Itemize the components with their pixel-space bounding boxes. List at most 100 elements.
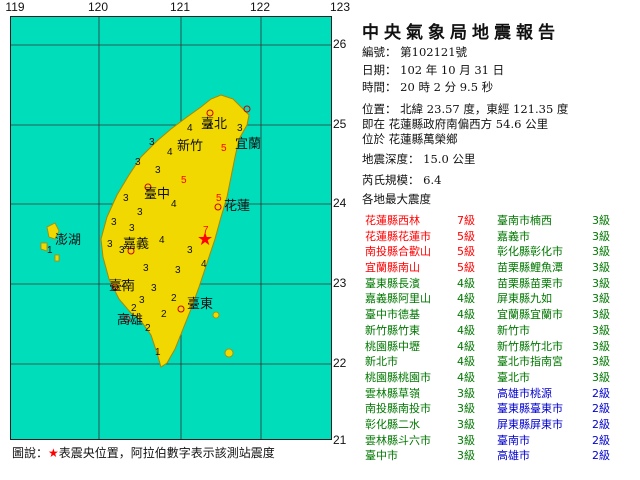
lat-tick-23: 23	[333, 276, 347, 290]
report-time: 時間： 20 時 2 分 9.5 秒	[362, 80, 494, 94]
label-kaohsiung: 高雄	[117, 313, 144, 328]
intensity-place: 南投縣合歡山	[365, 245, 431, 259]
intensity-place: 彰化縣彰化市	[497, 245, 563, 259]
intensity-row: 花蓮縣西林 7級 臺南市楠西 3級	[365, 212, 630, 228]
map-intensity-mark: 3	[107, 239, 113, 250]
map-intensity-mark: 4	[187, 123, 193, 134]
intensity-place: 高雄市	[497, 449, 530, 463]
lat-tick-26: 26	[333, 37, 347, 51]
intensity-place: 屏東縣九如	[497, 292, 552, 306]
map-intensity-mark: 3	[137, 207, 143, 218]
intensity-heading: 各地最大震度	[362, 192, 431, 206]
intensity-place: 花蓮縣西林	[365, 214, 420, 227]
intensity-level: 3級	[592, 370, 610, 384]
map-intensity-mark: 3	[111, 217, 117, 228]
intensity-level: 7級	[457, 214, 475, 227]
label-tainan: 臺南	[109, 279, 136, 294]
intensity-level: 3級	[592, 308, 610, 322]
map-intensity-mark: 5	[216, 193, 222, 204]
map-intensity-mark: 4	[171, 199, 177, 210]
intensity-place: 嘉義縣阿里山	[365, 292, 431, 306]
intensity-place: 臺北市指南宮	[497, 355, 563, 369]
intensity-row: 彰化縣二水 3級 屏東縣屏東市 2級	[365, 416, 630, 432]
lat-tick-24: 24	[333, 196, 347, 210]
epicenter-star-icon: ★	[48, 446, 59, 460]
label-taipei: 臺北	[201, 117, 228, 132]
intensity-place: 臺南市楠西	[497, 214, 552, 227]
intensity-place: 雲林縣草嶺	[365, 386, 420, 400]
map-intensity-mark: 2	[145, 323, 151, 334]
intensity-level: 2級	[592, 386, 610, 400]
map-intensity-mark: 3	[237, 123, 243, 134]
intensity-row: 桃園縣中壢 4級 新竹縣竹北市 3級	[365, 338, 630, 354]
map-intensity-mark: 5	[181, 175, 187, 186]
eastern-islets	[212, 311, 234, 358]
intensity-place: 新竹縣竹東	[365, 323, 420, 337]
intensity-place: 屏東縣屏東市	[497, 417, 563, 431]
label-yilan: 宜蘭	[235, 137, 262, 152]
intensity-row: 新北市 4級 臺北市指南宮 3級	[365, 353, 630, 369]
intensity-level: 3級	[457, 433, 475, 447]
map-intensity-mark: 3	[139, 295, 145, 306]
legend-text: 表震央位置，阿拉伯數字表示該測站震度	[58, 446, 275, 460]
intensity-place: 新竹市	[497, 323, 530, 337]
map-intensity-mark: 4	[167, 147, 173, 158]
intensity-place: 新北市	[365, 355, 398, 369]
intensity-place: 雲林縣斗六市	[365, 433, 431, 447]
taiwan-map: ★	[11, 17, 331, 439]
intensity-level: 3級	[592, 292, 610, 306]
report-position: 位置： 北緯 23.57 度，東經 121.35 度	[362, 101, 569, 116]
intensity-level: 4級	[457, 276, 475, 290]
lon-tick-122: 122	[249, 0, 271, 14]
report-depth: 地震深度： 15.0 公里	[362, 152, 476, 166]
report-relative: 即在 花蓮縣政府南偏西方 54.6 公里	[362, 116, 549, 131]
intensity-level: 4級	[457, 339, 475, 353]
report-located: 位於 花蓮縣萬榮鄉	[362, 131, 458, 146]
label-hsinchu: 新竹	[177, 139, 204, 154]
intensity-place: 南投縣南投市	[365, 402, 431, 416]
intensity-level: 4級	[457, 355, 475, 369]
city-markers	[111, 105, 251, 323]
intensity-row: 南投縣合歡山 5級 彰化縣彰化市 3級	[365, 243, 630, 259]
label-chiayi: 嘉義	[123, 237, 150, 252]
lon-tick-123: 123	[329, 0, 351, 14]
intensity-level: 3級	[457, 402, 475, 416]
lon-tick-121: 121	[169, 0, 191, 14]
intensity-level: 3級	[592, 355, 610, 369]
map-intensity-mark: 3	[135, 157, 141, 168]
lon-tick-120: 120	[87, 0, 109, 14]
label-penghu: 澎湖	[55, 233, 82, 248]
map-intensity-mark: 4	[201, 259, 207, 270]
lat-tick-25: 25	[333, 117, 347, 131]
intensity-level: 3級	[457, 417, 475, 431]
intensity-row: 雲林縣草嶺 3級 高雄市桃源 2級	[365, 385, 630, 401]
intensity-place: 苗栗縣鯉魚潭	[497, 261, 563, 275]
intensity-row: 宜蘭縣南山 5級 苗栗縣鯉魚潭 3級	[365, 259, 630, 275]
intensity-level: 2級	[592, 449, 610, 463]
intensity-level: 4級	[457, 292, 475, 306]
intensity-row: 臺中市 3級 高雄市 2級	[365, 447, 630, 463]
intensity-place: 桃園縣中壢	[365, 339, 420, 353]
lon-tick-119: 119	[5, 0, 25, 14]
map-intensity-mark: 3	[119, 245, 125, 256]
map-intensity-mark: 3	[129, 223, 135, 234]
intensity-place: 彰化縣二水	[365, 417, 420, 431]
intensity-level: 4級	[457, 323, 475, 337]
penghu-islands	[40, 222, 60, 262]
intensity-table: 花蓮縣西林 7級 臺南市楠西 3級 花蓮縣花蓮市 5級 嘉義市 3級 南投縣合歡山 5級 彰化縣彰化…	[365, 212, 630, 463]
map-intensity-mark: 7	[203, 225, 209, 236]
intensity-level: 3級	[592, 339, 610, 353]
map-intensity-mark: 3	[187, 245, 193, 256]
label-taichung: 臺中	[144, 187, 171, 202]
intensity-place: 苗栗縣苗栗市	[497, 276, 563, 290]
intensity-level: 3級	[592, 229, 610, 243]
intensity-row: 南投縣南投市 3級 臺東縣臺東市 2級	[365, 400, 630, 416]
intensity-place: 新竹縣竹北市	[497, 339, 563, 353]
intensity-row: 桃園縣桃園市 4級 臺北市 3級	[365, 369, 630, 385]
intensity-level: 4級	[457, 370, 475, 384]
intensity-level: 3級	[592, 261, 610, 275]
intensity-level: 2級	[592, 417, 610, 431]
intensity-level: 5級	[457, 245, 475, 259]
intensity-place: 桃園縣桃園市	[365, 370, 431, 384]
epicenter-star: ★	[197, 229, 213, 250]
